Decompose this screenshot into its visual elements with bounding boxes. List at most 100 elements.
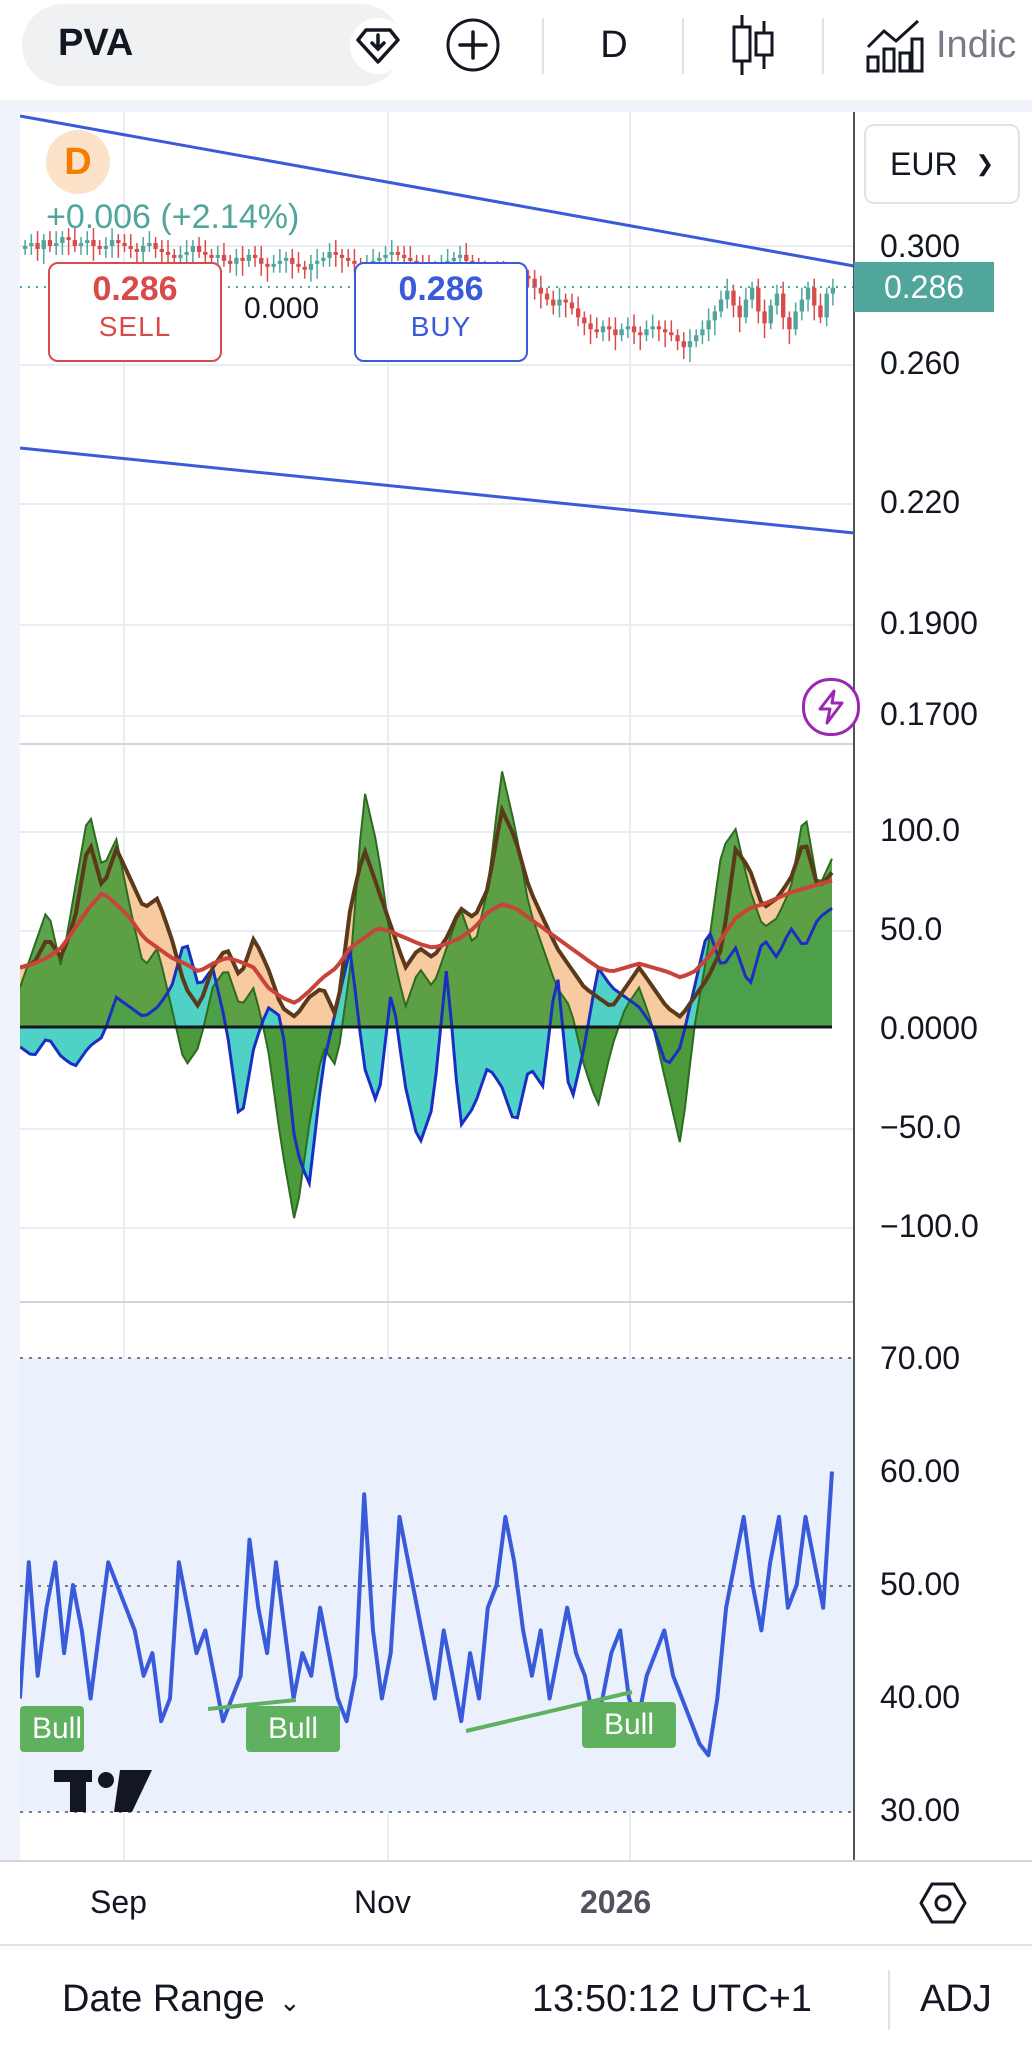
bull-divergence-label: Bull: [246, 1706, 340, 1752]
candlestick-icon[interactable]: [718, 0, 788, 90]
buy-label: BUY: [410, 311, 472, 342]
price-tick: 0.1900: [880, 605, 978, 641]
candle-body: [644, 329, 649, 336]
rsi-series: [18, 1471, 834, 1758]
upper-trendline: [19, 114, 855, 268]
candle-body: [147, 243, 152, 246]
candle-body: [656, 326, 662, 330]
buy-button[interactable]: 0.286 BUY: [354, 262, 528, 362]
symbol-search-button[interactable]: PVA: [22, 4, 406, 86]
candle-body: [575, 308, 581, 318]
histogram-line: [19, 771, 833, 1219]
candle-body: [321, 257, 326, 261]
candle-body: [339, 254, 345, 258]
indicators-label: Indic: [936, 23, 1017, 66]
candle-body: [762, 311, 767, 324]
candle-body: [526, 275, 531, 279]
bull-divergence-line: [465, 1690, 633, 1733]
candle-body: [252, 254, 258, 258]
gear-icon[interactable]: [918, 1880, 968, 1931]
candle-body: [582, 317, 587, 324]
candle-body: [54, 243, 59, 246]
candle-body: [718, 299, 724, 312]
chart-canvas[interactable]: [0, 112, 1032, 1942]
candle-body: [271, 263, 276, 267]
blue-negative-area: [20, 1027, 832, 1184]
timezone-clock[interactable]: 13:50:12 UTC+1: [532, 1978, 812, 2020]
oscillator-tick: −50.0: [880, 1109, 961, 1145]
candle-body: [221, 254, 227, 261]
interval-badge[interactable]: D: [46, 130, 110, 194]
candle-body: [725, 290, 730, 300]
date-range-label: Date Range: [62, 1978, 265, 2020]
candle-body: [812, 287, 817, 306]
candle-body: [47, 240, 53, 246]
candle-body: [134, 248, 140, 252]
candle-body: [227, 260, 233, 264]
rsi-tick: 50.00: [880, 1566, 961, 1602]
candle-body: [159, 248, 164, 252]
bull-divergence-line: [207, 1698, 297, 1711]
candle-body: [600, 326, 606, 333]
sell-price: 0.286: [92, 270, 178, 308]
rsi-tick: 30.00: [880, 1792, 961, 1828]
toolbar-divider-strip: [0, 100, 1032, 112]
candle-body: [457, 254, 463, 258]
candle-body: [799, 299, 804, 312]
candle-body: [383, 254, 388, 258]
candle-body: [240, 257, 245, 261]
interval-button[interactable]: D: [574, 0, 654, 90]
candle-body: [712, 311, 718, 321]
candle-body: [669, 332, 674, 336]
candle-body: [35, 243, 40, 249]
candle-body: [687, 341, 693, 348]
candle-body: [283, 257, 289, 261]
time-axis[interactable]: Sep Nov 2026: [0, 1860, 1032, 1944]
candle-body: [731, 290, 736, 306]
tradingview-logo[interactable]: [52, 1766, 154, 1821]
price-tick: 0.1700: [880, 696, 978, 732]
candle-body: [451, 257, 457, 261]
candle-body: [464, 254, 469, 261]
candle-body: [302, 266, 307, 270]
sell-button[interactable]: 0.286 SELL: [48, 262, 222, 362]
candle-body: [818, 305, 823, 318]
candle-body: [781, 293, 786, 318]
plus-circle-icon[interactable]: [438, 0, 508, 90]
date-range-button[interactable]: Date Range ⌄: [62, 1978, 301, 2021]
currency-selector[interactable]: EUR ❯: [864, 124, 1020, 204]
oscillator-positive-group: [20, 771, 832, 1027]
candle-body: [625, 326, 631, 330]
candle-body: [532, 278, 537, 288]
diamond-icon[interactable]: [350, 18, 406, 74]
top-toolbar: PVA D Indic: [0, 0, 1032, 100]
bull-label-text: Bull: [31, 1712, 82, 1745]
symbol-name: PVA: [58, 22, 134, 64]
chevron-down-icon: ❯: [975, 151, 994, 176]
indicators-button[interactable]: Indic: [864, 0, 1032, 90]
candle-body: [401, 254, 407, 258]
price-tick: 0.220: [880, 484, 961, 520]
candle-body: [277, 260, 283, 264]
candle-body: [613, 329, 618, 336]
candle-body: [60, 237, 65, 244]
candle-body: [109, 240, 115, 246]
candle-body: [706, 320, 711, 330]
adjustment-toggle[interactable]: ADJ: [920, 1978, 992, 2020]
candle-body: [290, 257, 295, 264]
price-tick: 0.300: [880, 228, 961, 264]
sell-label: SELL: [98, 311, 172, 342]
candle-body: [824, 293, 829, 318]
candle-body: [563, 299, 568, 303]
candle-body: [91, 240, 96, 246]
oscillator-tick: 0.0000: [880, 1010, 978, 1046]
lightning-icon[interactable]: [802, 678, 860, 736]
candle-body: [650, 326, 655, 330]
spread-value: 0.000: [244, 292, 320, 325]
bottom-divider: [888, 1970, 890, 2030]
chevron-down-icon: ⌄: [278, 1987, 301, 2017]
rsi-level-lines: [20, 1357, 854, 1813]
candle-body: [140, 246, 146, 252]
rsi-line: [18, 1471, 834, 1758]
candle-body: [793, 311, 798, 330]
